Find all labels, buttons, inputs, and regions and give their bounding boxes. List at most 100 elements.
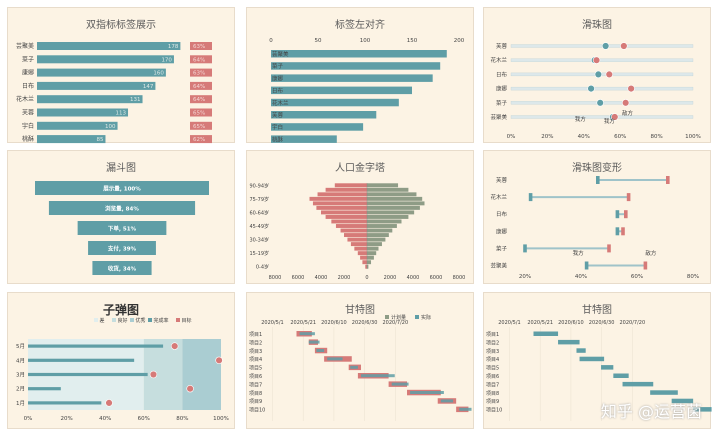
bar-task — [613, 373, 629, 378]
bar-right — [367, 246, 379, 251]
bar-actual — [299, 332, 315, 336]
bar — [37, 95, 143, 104]
bar — [271, 62, 441, 70]
target-marker — [170, 342, 179, 350]
bar-task — [650, 390, 678, 395]
bar-right — [367, 255, 374, 260]
target-marker — [105, 399, 113, 407]
x-tick-label: 4000 — [407, 275, 420, 281]
bar-left — [335, 224, 367, 228]
panel-funnel: 漏斗图 展示量, 100% 浏览量, 84% 下单, 51% 支付, 39% 收货, 3… — [7, 150, 235, 284]
chart-title: 甘特图 — [345, 305, 375, 316]
target-marker — [186, 384, 194, 393]
y-tick-label: 项目2 — [249, 340, 262, 346]
y-tick-label: 4月 — [16, 357, 25, 364]
x-tick-label: 40% — [575, 274, 587, 280]
annotation: 我方 — [604, 117, 616, 125]
legend-swatch — [385, 315, 389, 319]
bar — [271, 98, 399, 107]
y-tick-label: 75-79岁 — [249, 196, 269, 203]
y-tick-label: 菜子 — [496, 244, 508, 252]
marker-end — [624, 210, 628, 219]
x-tick-label: 0 — [269, 38, 273, 44]
funnel-bar — [88, 241, 156, 255]
x-tick-label: 20% — [541, 134, 553, 140]
data-label: 131 — [130, 97, 141, 103]
data-label: 65% — [193, 111, 205, 117]
y-tick-label: 项目8 — [486, 391, 499, 397]
y-tick-label: 3月 — [16, 372, 25, 379]
y-tick-label: 日布 — [496, 210, 508, 218]
legend-swatch — [148, 318, 152, 322]
bead-point — [594, 70, 603, 79]
bar-task — [622, 381, 654, 387]
panel-dual-label: 双指标标签展示 芸聚美 178 63% 菜子 170 64% 康娜 160 63% 日布 147 64… — [7, 7, 235, 144]
bar-left — [325, 214, 367, 219]
x-tick-label: 2020/6/10 — [321, 320, 347, 326]
bar-right — [367, 214, 409, 219]
y-tick-label: 菜子 — [272, 62, 284, 70]
legend-swatch — [112, 318, 116, 322]
y-tick-label: 芙蓉 — [272, 111, 284, 119]
band — [182, 339, 221, 410]
y-tick-label: 项目10 — [249, 408, 265, 414]
bar-right — [367, 196, 423, 201]
data-label: 62% — [193, 137, 205, 143]
bar-secondary — [190, 55, 212, 64]
bar-right — [367, 201, 425, 206]
x-tick-label: 2020/6/10 — [558, 320, 584, 326]
bar — [271, 123, 364, 131]
data-label: 65% — [193, 124, 205, 130]
target-marker — [149, 370, 158, 379]
marker-end — [621, 227, 625, 236]
y-tick-label: 项目3 — [486, 349, 499, 355]
annotation: 我方 — [575, 115, 587, 123]
legend-swatch — [94, 318, 98, 322]
bar-secondary — [190, 121, 212, 130]
x-tick-label: 20% — [60, 416, 72, 422]
bar-right — [367, 219, 402, 224]
bullet-chart: 差 良好 优秀 完成率 目标 1月 2月 3月 4月 5月 0% 20% 40% 60% 80% 100% — [16, 317, 229, 422]
pyramid-chart: 0-4岁 15-19岁 30-34岁 45-49岁 60-64岁 75-79岁 90-94岁… — [249, 182, 465, 281]
track — [510, 115, 694, 119]
panel-bead-variant: 滑珠图变形 芙蓉 花木兰 日布 康娜 菜子 芸聚美 20% 40% 60% 80% 我方 敌方 — [483, 150, 711, 284]
data-label: 113 — [116, 111, 127, 117]
bar-left — [312, 201, 367, 206]
bar-task — [533, 331, 559, 336]
bar — [37, 108, 129, 117]
bead-point — [605, 70, 613, 79]
band — [143, 339, 183, 410]
x-tick-label: 80% — [176, 416, 188, 422]
bar-actual — [28, 401, 102, 405]
x-tick-label: 2020/5/21 — [527, 320, 553, 326]
bar-task — [693, 407, 712, 412]
panel-left-align: 标签左对齐 0 50 100 150 200 芸聚美 菜子 康娜 日布 花木兰 芙蓉 宇白 桃酥 — [246, 7, 474, 143]
bar-task — [576, 348, 586, 353]
x-tick-label: 2020/6/30 — [589, 320, 615, 326]
legend-label: 完成率 — [154, 317, 169, 324]
bar — [271, 74, 433, 82]
x-tick-label: 2000 — [338, 275, 351, 281]
x-tick-label: 0 — [365, 275, 368, 281]
data-label: 浏览量, 84% — [105, 205, 139, 213]
data-label: 160 — [153, 71, 164, 77]
bar-left — [365, 264, 367, 269]
legend-swatch — [415, 315, 419, 319]
y-tick-label: 日布 — [496, 70, 508, 78]
legend-swatch — [176, 318, 180, 322]
legend-label: 差 — [100, 317, 105, 324]
bar-task — [671, 398, 694, 404]
data-label: 收货, 34% — [108, 265, 137, 273]
data-label: 64% — [193, 84, 205, 90]
bar-right — [367, 228, 393, 233]
bar-left — [325, 187, 367, 192]
x-tick-label: 2020/7/20 — [619, 320, 645, 326]
y-tick-label: 花木兰 — [272, 99, 289, 107]
bar — [37, 81, 156, 90]
y-tick-label: 康娜 — [272, 74, 284, 82]
x-tick-label: 2000 — [384, 275, 397, 281]
x-tick-label: 100 — [360, 38, 371, 44]
bar-actual — [410, 391, 444, 394]
y-tick-label: 桃酥 — [22, 135, 34, 143]
